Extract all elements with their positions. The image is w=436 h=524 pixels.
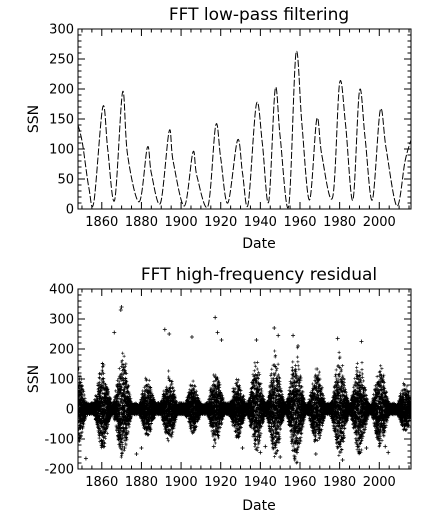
- top-y-tick-label: 0: [66, 203, 74, 218]
- residual-outlier-point: [83, 456, 88, 461]
- residual-points: [78, 346, 411, 465]
- bottom-x-tick-label: 1940: [244, 475, 277, 490]
- bottom-y-tick-label: 100: [49, 373, 74, 388]
- residual-outlier-point: [119, 305, 124, 309]
- top-y-tick-label: 150: [49, 113, 74, 128]
- residual-outlier-point: [215, 330, 220, 335]
- residual-outlier-point: [189, 335, 194, 339]
- bottom-x-tick-label: 2000: [363, 475, 396, 490]
- bottom-y-tick-label: 0: [66, 403, 74, 418]
- top-y-tick-label: 250: [49, 53, 74, 68]
- residual-outlier-point: [359, 339, 364, 344]
- residual-outlier-point: [213, 315, 218, 320]
- residual-outlier-point: [272, 326, 277, 330]
- top-x-tick-label: 1940: [244, 215, 277, 230]
- residual-outlier-point: [240, 446, 245, 450]
- top-x-tick-label: 1900: [165, 215, 198, 230]
- residual-outlier-point: [139, 446, 144, 450]
- top-x-tick-label: 1980: [323, 215, 356, 230]
- residual-outlier-point: [295, 450, 300, 455]
- residual-outlier-point: [296, 344, 301, 348]
- bottom-y-tick-labels: -200 -100 0 100 200 300 400: [44, 283, 74, 478]
- residual-outlier-point: [278, 455, 283, 459]
- residual-outlier-point: [383, 444, 388, 449]
- bottom-x-tick-label: 1900: [165, 475, 198, 490]
- residual-outlier-point: [291, 333, 296, 338]
- top-y-axis-label: SSN: [26, 105, 42, 133]
- bottom-x-tick-label: 1980: [323, 475, 356, 490]
- filtered-ssn-line: [78, 50, 411, 209]
- top-x-tick-label: 1920: [204, 215, 237, 230]
- top-plot-area: [78, 50, 411, 209]
- top-x-tick-label: 1880: [125, 215, 158, 230]
- residual-outlier-point: [263, 444, 268, 449]
- top-ticks: [78, 28, 411, 210]
- residual-outlier-point: [364, 446, 369, 450]
- top-panel: FFT low-pass filtering 1860 1880 1900 1920 1…: [26, 5, 412, 252]
- residual-outlier-point: [254, 338, 259, 342]
- top-y-tick-label: 50: [57, 173, 74, 188]
- bottom-chart-title: FFT high-frequency residual: [141, 265, 377, 285]
- residual-outlier-point: [313, 452, 318, 456]
- residual-outlier-point: [276, 333, 281, 338]
- residual-scatter: [78, 305, 411, 465]
- bottom-x-tick-labels: 1860 1880 1900 1920 1940 1960 1980 2000: [85, 475, 396, 490]
- bottom-x-tick-label: 1920: [204, 475, 237, 490]
- residual-outlier-point: [118, 308, 123, 312]
- bottom-x-tick-label: 1880: [125, 475, 158, 490]
- top-plot-frame: [77, 28, 412, 210]
- top-y-tick-label: 100: [49, 143, 74, 158]
- residual-outlier-point: [355, 444, 360, 449]
- bottom-x-tick-label: 1860: [85, 475, 118, 490]
- top-y-tick-label: 300: [49, 23, 74, 38]
- residual-outlier-point: [162, 327, 167, 332]
- top-x-tick-labels: 1860 1880 1900 1920 1940 1960 1980 2000: [85, 215, 396, 230]
- bottom-plot-area: [78, 305, 411, 465]
- top-x-axis-label: Date: [242, 236, 275, 252]
- residual-outlier-point: [167, 332, 172, 336]
- bottom-y-tick-label: -100: [44, 433, 74, 448]
- residual-outlier-point: [122, 446, 127, 450]
- top-x-tick-label: 2000: [363, 215, 396, 230]
- bottom-y-tick-label: -200: [44, 463, 74, 478]
- residual-outlier-point: [134, 452, 139, 456]
- bottom-panel: FFT high-frequency residual 1860 1880 1900…: [26, 265, 412, 514]
- bottom-y-tick-label: 300: [49, 313, 74, 328]
- bottom-y-axis-label: SSN: [26, 365, 42, 393]
- residual-outlier-point: [258, 450, 263, 455]
- top-y-tick-labels: 0 50 100 150 200 250 300: [49, 23, 74, 218]
- bottom-x-tick-label: 1960: [283, 475, 316, 490]
- residual-outlier-point: [211, 444, 216, 449]
- residual-outlier-point: [386, 450, 391, 455]
- top-x-tick-label: 1960: [283, 215, 316, 230]
- top-x-tick-label: 1860: [85, 215, 118, 230]
- residual-outlier-point: [335, 336, 340, 341]
- bottom-ticks: [78, 288, 411, 470]
- top-y-tick-label: 200: [49, 83, 74, 98]
- bottom-y-tick-label: 200: [49, 343, 74, 358]
- bottom-x-axis-label: Date: [242, 498, 275, 514]
- residual-outlier-point: [340, 458, 345, 462]
- residual-outlier-point: [112, 330, 117, 335]
- residual-outlier-point: [219, 338, 224, 342]
- bottom-y-tick-label: 400: [49, 283, 74, 298]
- top-chart-title: FFT low-pass filtering: [169, 5, 349, 25]
